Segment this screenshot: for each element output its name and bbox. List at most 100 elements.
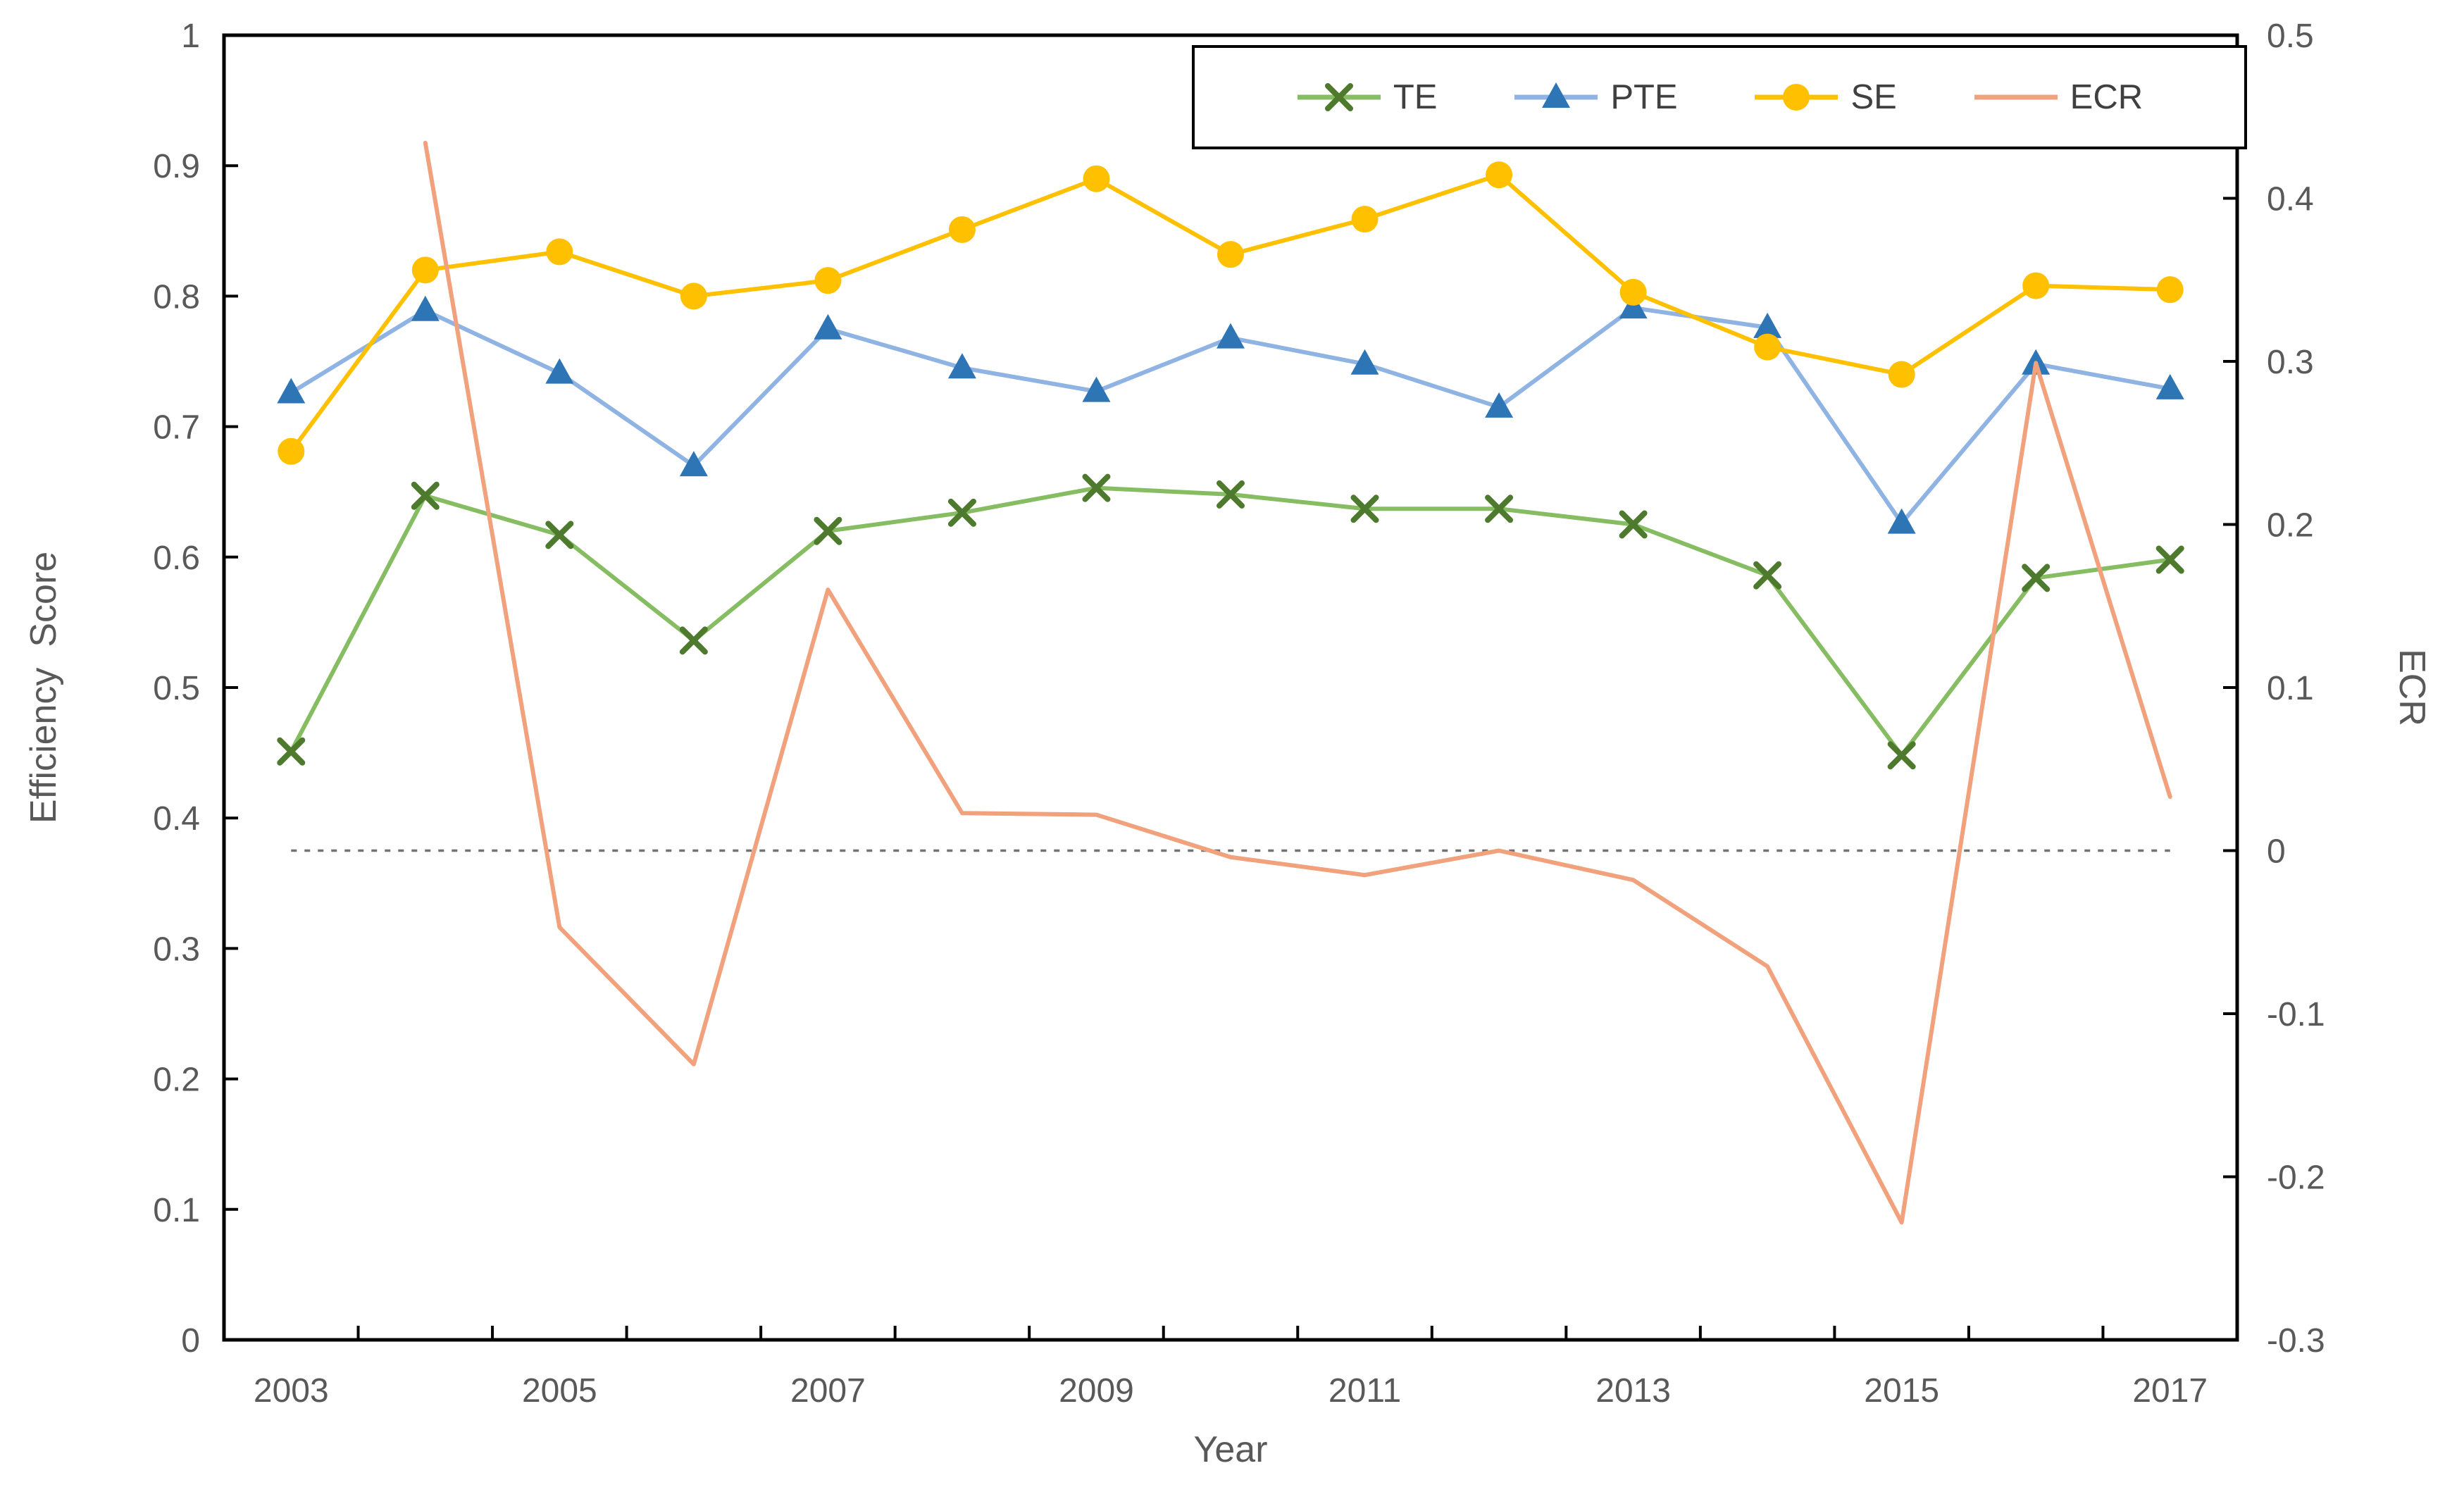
series-te-line <box>289 485 2172 758</box>
y-axis-left-title: Efficiency Score <box>23 551 64 824</box>
y-right-tick-label: 0.2 <box>2267 507 2314 545</box>
pte-marker <box>947 353 976 379</box>
ecr-legend-swatch <box>1974 94 2058 100</box>
te-marker <box>947 498 976 527</box>
x-tick-label: 2013 <box>1595 1372 1671 1410</box>
series-pte <box>277 293 2184 534</box>
x-axis-title: Year <box>1193 1429 1268 1470</box>
y-left-tick-label: 0.3 <box>153 931 200 968</box>
te-marker <box>2155 545 2184 574</box>
te-marker <box>679 626 708 655</box>
x-tick-label: 2015 <box>1864 1372 1939 1410</box>
pte-marker <box>1082 376 1111 402</box>
legend-label-se: SE <box>1850 78 1897 116</box>
series-te <box>277 473 2184 770</box>
se-line-circle-marker-icon <box>1753 80 1839 114</box>
te-marker <box>2022 564 2051 592</box>
y-right-tick-label: 0.4 <box>2267 181 2314 218</box>
legend-label-ecr: ECR <box>2070 78 2143 116</box>
legend-label-pte: PTE <box>1610 78 1678 116</box>
te-marker <box>814 516 842 545</box>
se-marker <box>1754 333 1781 361</box>
pte-marker <box>2155 373 2184 399</box>
te-marker <box>1082 473 1111 502</box>
se-marker <box>278 437 305 465</box>
se-marker <box>1888 361 1915 388</box>
se-marker <box>1083 165 1110 192</box>
se-marker <box>2022 272 2050 299</box>
y-right-tick-label: 0.5 <box>2267 18 2314 55</box>
pte-marker <box>1753 312 1782 338</box>
te-marker <box>1350 495 1379 523</box>
pte-marker <box>545 358 574 384</box>
pte-marker <box>411 295 440 321</box>
se-marker <box>411 256 439 284</box>
te-marker <box>545 521 574 549</box>
y-left-tick-label: 0.5 <box>153 670 200 707</box>
pte-marker <box>1485 392 1514 418</box>
se-marker <box>546 238 573 266</box>
legend-label-te: TE <box>1393 78 1438 116</box>
se-marker <box>2156 276 2184 304</box>
pte-marker <box>1619 293 1648 319</box>
x-tick-label: 2005 <box>522 1372 597 1410</box>
se-marker <box>1351 206 1379 233</box>
y-right-tick-label: -0.2 <box>2267 1160 2325 1197</box>
te-marker <box>411 481 440 510</box>
te-marker <box>1619 510 1648 539</box>
se-marker <box>1619 278 1647 306</box>
se-marker <box>1486 161 1513 189</box>
y-right-tick-label: -0.1 <box>2267 996 2325 1033</box>
te-line-x-marker-icon <box>1296 80 1382 114</box>
series-ecr <box>423 140 2172 1225</box>
legend-item-te: TE <box>1296 77 1438 117</box>
y-left-tick-label: 0.7 <box>153 409 200 447</box>
y-left-tick-label: 0.9 <box>153 148 200 185</box>
pte-marker <box>1887 508 1916 534</box>
se-marker <box>948 216 976 243</box>
pte-marker <box>1350 349 1379 375</box>
y-right-tick-label: -0.3 <box>2267 1322 2325 1360</box>
y-right-tick-label: 0.1 <box>2267 670 2314 707</box>
te-marker <box>1485 495 1514 523</box>
se-marker <box>1783 84 1810 111</box>
series-se-line <box>289 173 2172 454</box>
pte-line-triangle-marker-icon <box>1513 80 1599 114</box>
x-tick-label: 2009 <box>1059 1372 1134 1410</box>
te-marker <box>1887 741 1916 770</box>
y-left-tick-label: 0.8 <box>153 278 200 316</box>
series-se <box>278 161 2184 465</box>
se-marker <box>814 267 842 294</box>
y-left-tick-label: 1 <box>181 18 200 55</box>
pte-marker <box>1217 323 1245 349</box>
y-right-tick-label: 0.3 <box>2267 344 2314 381</box>
x-tick-label: 2007 <box>790 1372 866 1410</box>
x-tick-label: 2017 <box>2132 1372 2208 1410</box>
te-marker <box>1324 83 1353 111</box>
ecr-line-icon <box>1973 80 2059 114</box>
pte-marker <box>679 451 708 477</box>
se-legend-swatch <box>1755 84 1838 111</box>
y-left-tick-label: 0.4 <box>153 800 200 838</box>
pte-marker <box>814 313 842 340</box>
te-marker <box>277 737 306 766</box>
se-marker <box>680 282 707 310</box>
y-left-tick-label: 0.6 <box>153 540 200 577</box>
te-marker <box>1753 561 1782 590</box>
se-marker <box>1217 241 1244 268</box>
y-left-tick-label: 0.1 <box>153 1192 200 1229</box>
pte-marker <box>277 378 306 404</box>
y-right-tick-label: 0 <box>2267 833 2286 871</box>
legend-item-pte: PTE <box>1513 77 1678 117</box>
pte-legend-swatch <box>1514 82 1598 108</box>
te-legend-swatch <box>1297 83 1381 111</box>
pte-marker <box>1542 82 1571 108</box>
te-marker <box>1217 480 1245 509</box>
y-left-tick-label: 0 <box>181 1322 200 1360</box>
y-left-tick-label: 0.2 <box>153 1062 200 1099</box>
legend-item-se: SE <box>1753 77 1897 117</box>
legend-item-ecr: ECR <box>1973 77 2143 117</box>
